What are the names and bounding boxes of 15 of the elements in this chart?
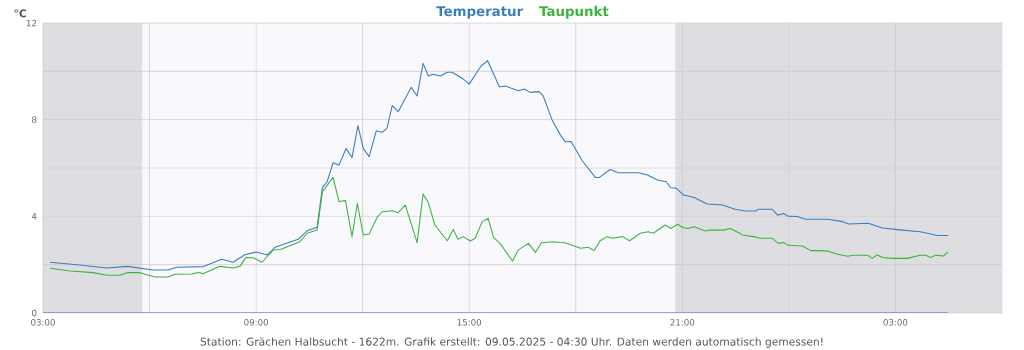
x-tick-label: 09:00: [244, 319, 269, 326]
text: Temperatur: [436, 6, 524, 19]
x-tick-label: 15:00: [457, 319, 482, 326]
y-tick-label: 8: [32, 116, 37, 123]
y-tick-label: 0: [32, 309, 37, 317]
y-tick-label: 4: [31, 213, 37, 220]
y-tick-label: 12: [26, 19, 37, 27]
text: Taupunkt: [539, 5, 609, 19]
x-tick-label: 03:00: [31, 319, 55, 326]
text: Station: Grächen Halbsucht - 1622m. Grafik erstellt: 09.05.2025 - 04:30 Uhr. Daten werden automatisch gemessen!: [200, 337, 823, 348]
x-tick-label: 21:00: [670, 319, 695, 326]
line-series: [49, 176, 949, 278]
line-series: [49, 60, 949, 271]
x-tick-label: 03:00: [883, 319, 908, 326]
y-axis-title: °C: [14, 9, 27, 18]
